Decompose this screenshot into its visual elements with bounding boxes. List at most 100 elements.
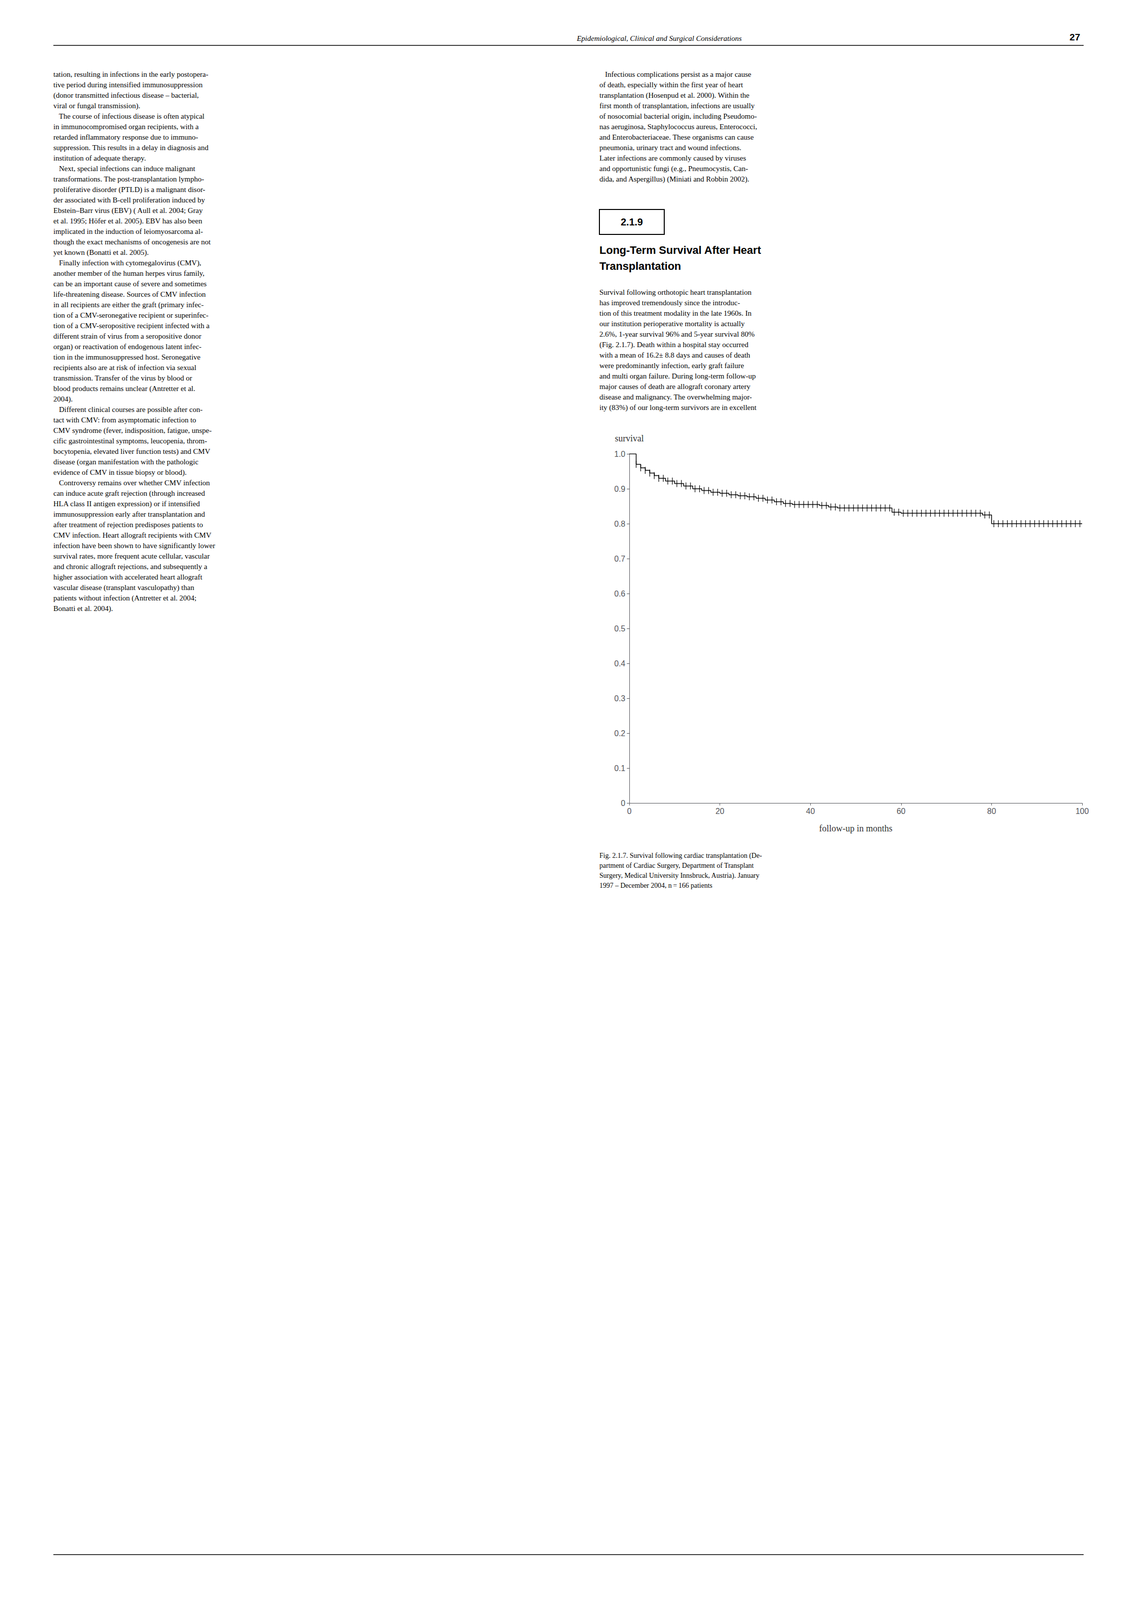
svg-text:with a mean of 16.2± 8.8 days: with a mean of 16.2± 8.8 days and causes… <box>599 351 751 360</box>
svg-text:0.7: 0.7 <box>614 554 626 564</box>
svg-text:2004).: 2004). <box>53 394 73 404</box>
svg-text:dida, and Aspergillus) (Miniat: dida, and Aspergillus) (Miniati and Robb… <box>599 175 750 184</box>
svg-text:has improved tremendously sinc: has improved tremendously since the intr… <box>599 298 741 307</box>
svg-text:0: 0 <box>627 806 632 816</box>
svg-text:40: 40 <box>805 806 815 816</box>
svg-text:100: 100 <box>1075 806 1090 816</box>
svg-text:1.0: 1.0 <box>614 449 626 459</box>
svg-text:different strain of virus from: different strain of virus from a seropos… <box>53 332 202 341</box>
svg-text:follow-up in months: follow-up in months <box>819 823 893 834</box>
svg-text:Transplantation: Transplantation <box>599 259 682 273</box>
svg-text:our institution perioperative: our institution perioperative mortality … <box>599 319 746 328</box>
svg-text:disease (organ manifestation w: disease (organ manifestation with the pa… <box>53 457 199 467</box>
svg-text:0.6: 0.6 <box>614 589 626 598</box>
svg-text:blood products remains unclear: blood products remains unclear (Antrette… <box>53 384 195 393</box>
svg-text:Fig. 2.1.7. Survival following: Fig. 2.1.7. Survival following cardiac t… <box>599 851 762 860</box>
svg-text:pneumonia, urinary tract and w: pneumonia, urinary tract and wound infec… <box>599 143 742 152</box>
svg-text:0.1: 0.1 <box>614 763 626 773</box>
svg-text:tation, resulting in infection: tation, resulting in infections in the e… <box>53 70 209 79</box>
svg-text:and multi organ failure. Durin: and multi organ failure. During long-ter… <box>599 372 756 380</box>
svg-text:and Enterobacteriaceae. These: and Enterobacteriaceae. These organisms … <box>599 133 755 142</box>
svg-text:The course of infectious disea: The course of infectious disease is ofte… <box>53 112 205 121</box>
svg-text:1997 – December 2004, n = 166: 1997 – December 2004, n = 166 patients <box>599 881 713 890</box>
svg-text:were predominantly infection,: were predominantly infection, early graf… <box>599 361 745 370</box>
svg-text:cific gastrointestinal symptom: cific gastrointestinal symptoms, leucope… <box>53 436 207 445</box>
svg-text:in all recipients are either t: in all recipients are either the graft (… <box>53 300 204 310</box>
svg-text:Bonatti et al. 2004).: Bonatti et al. 2004). <box>53 604 114 613</box>
svg-text:disease and malignancy. The ov: disease and malignancy. The overwhelming… <box>599 392 753 401</box>
svg-text:tact with CMV: from asymptomat: tact with CMV: from asymptomatic infecti… <box>53 415 196 424</box>
svg-text:(Fig. 2.1.7). Death within a h: (Fig. 2.1.7). Death within a hospital st… <box>599 340 749 350</box>
svg-text:tion of this treatment modalit: tion of this treatment modality in the l… <box>599 309 752 318</box>
svg-text:transplantation (Hosenpud et a: transplantation (Hosenpud et al. 2000). … <box>599 91 750 100</box>
svg-text:Infectious complications persi: Infectious complications persist as a ma… <box>599 70 752 79</box>
svg-text:of death, especially within th: of death, especially within the first ye… <box>599 80 744 89</box>
svg-text:transformations. The post-tran: transformations. The post-transplantatio… <box>53 175 204 184</box>
svg-text:institution of adequate therap: institution of adequate therapy. <box>53 154 147 163</box>
svg-text:yet known (Bonatti et al. 2005: yet known (Bonatti et al. 2005). <box>53 248 149 257</box>
svg-text:Next, special infections can i: Next, special infections can induce mali… <box>53 164 196 173</box>
svg-text:organ) or reactivation of endo: organ) or reactivation of endogenous lat… <box>53 342 202 352</box>
svg-text:infection have been shown to h: infection have been shown to have signif… <box>53 541 216 550</box>
svg-text:2.6%, 1-year survival 96% and: 2.6%, 1-year survival 96% and 5-year sur… <box>599 330 755 339</box>
svg-text:Controversy remains over wheth: Controversy remains over whether CMV inf… <box>53 478 210 487</box>
svg-text:tion of a CMV-seropositive rec: tion of a CMV-seropositive recipient inf… <box>53 321 210 330</box>
svg-text:and chronic allograft rejectio: and chronic allograft rejections, and su… <box>53 562 208 571</box>
svg-text:after treatment of rejection p: after treatment of rejection predisposes… <box>53 520 203 529</box>
svg-text:0.2: 0.2 <box>614 729 626 738</box>
svg-text:patients without infection (An: patients without infection (Antretter et… <box>53 593 197 603</box>
svg-text:major causes of death are allo: major causes of death are allograft coro… <box>599 382 751 391</box>
svg-text:0.9: 0.9 <box>614 484 626 494</box>
svg-text:27: 27 <box>1069 31 1081 43</box>
svg-text:bocytopenia, elevated liver fu: bocytopenia, elevated liver function tes… <box>53 447 211 456</box>
svg-text:0.8: 0.8 <box>614 519 626 529</box>
svg-text:and opportunistic fungi (e.g.,: and opportunistic fungi (e.g., Pneumocys… <box>599 164 749 174</box>
svg-text:survival rates, more frequent: survival rates, more frequent acute cell… <box>53 552 210 561</box>
svg-text:implicated in the induction of: implicated in the induction of leiomyosa… <box>53 227 203 236</box>
svg-text:20: 20 <box>715 806 725 816</box>
svg-text:0.4: 0.4 <box>614 659 626 668</box>
svg-text:tive period during intensified: tive period during intensified immunosup… <box>53 80 203 89</box>
svg-text:Epidemiological, Clinical and: Epidemiological, Clinical and Surgical C… <box>576 34 743 43</box>
svg-text:evidence of CMV in tissue biop: evidence of CMV in tissue biopsy or bloo… <box>53 468 187 477</box>
svg-text:tion in the immunosuppressed h: tion in the immunosuppressed host. Seron… <box>53 353 201 362</box>
svg-text:der associated with B-cell pro: der associated with B-cell proliferation… <box>53 195 206 204</box>
svg-text:(donor transmitted infectious: (donor transmitted infectious disease – … <box>53 91 199 100</box>
svg-text:2.1.9: 2.1.9 <box>620 216 643 228</box>
svg-text:CMV infection. Heart allograft: CMV infection. Heart allograft recipient… <box>53 531 212 540</box>
svg-text:0: 0 <box>620 798 626 808</box>
svg-text:Survival following orthotopic: Survival following orthotopic heart tran… <box>599 288 752 297</box>
svg-text:60: 60 <box>896 806 906 816</box>
svg-text:0.5: 0.5 <box>614 624 626 633</box>
svg-text:Surgery, Medical University In: Surgery, Medical University Innsbruck, A… <box>599 871 760 880</box>
svg-text:proliferative disorder (PTLD): proliferative disorder (PTLD) is a malig… <box>53 185 206 194</box>
svg-text:suppression. This results in a: suppression. This results in a delay in … <box>53 143 209 152</box>
svg-text:0.3: 0.3 <box>614 694 626 703</box>
svg-text:can be an important cause of s: can be an important cause of severe and … <box>53 279 207 288</box>
svg-text:Different clinical courses are: Different clinical courses are possible … <box>53 405 203 414</box>
svg-text:though the exact mechanisms of: though the exact mechanisms of oncogenes… <box>53 237 211 246</box>
svg-text:Ebstein–Barr virus (EBV) ( Aul: Ebstein–Barr virus (EBV) ( Aull et al. 2… <box>53 206 203 215</box>
svg-text:retarded inflammatory response: retarded inflammatory response due to im… <box>53 133 198 142</box>
svg-text:in immunocompromised organ rec: in immunocompromised organ recipients, w… <box>53 122 199 131</box>
svg-text:survival: survival <box>614 433 644 444</box>
svg-text:et al. 1995; Höfer et al. 2005: et al. 1995; Höfer et al. 2005). EBV has… <box>53 216 203 226</box>
svg-text:first month of transplantation: first month of transplantation, infectio… <box>599 101 756 110</box>
svg-text:Finally infection with cytomeg: Finally infection with cytomegalovirus (… <box>53 258 202 268</box>
svg-text:transmission. Transfer of the: transmission. Transfer of the virus by b… <box>53 374 192 382</box>
svg-text:partment of Cardiac Surgery, D: partment of Cardiac Surgery, Department … <box>599 861 755 870</box>
svg-text:Later infections are commonly: Later infections are commonly caused by … <box>599 154 747 163</box>
svg-text:ity (83%) of our long-term sur: ity (83%) of our long-term survivors are… <box>599 403 758 412</box>
svg-text:another member of the human he: another member of the human herpes virus… <box>53 269 205 278</box>
svg-text:nas aeruginosa, Staphylococcus: nas aeruginosa, Staphylococcus aureus, E… <box>599 122 758 131</box>
svg-text:of nosocomial bacterial origin: of nosocomial bacterial origin, includin… <box>599 112 758 121</box>
svg-text:immunosuppression early after: immunosuppression early after transplant… <box>53 510 206 519</box>
svg-text:80: 80 <box>987 806 997 816</box>
svg-text:HLA class II antigen expressio: HLA class II antigen expression) or if i… <box>53 499 200 509</box>
svg-text:higher association with accele: higher association with accelerated hear… <box>53 572 203 581</box>
svg-text:can induce acute graft rejecti: can induce acute graft rejection (throug… <box>53 489 206 498</box>
svg-text:recipients also are at risk of: recipients also are at risk of infection… <box>53 363 197 372</box>
svg-text:Long-Term Survival After Heart: Long-Term Survival After Heart <box>599 243 762 257</box>
svg-text:tion of a CMV-seronegative rec: tion of a CMV-seronegative recipient or … <box>53 311 209 320</box>
svg-text:life-threatening disease. Sour: life-threatening disease. Sources of CMV… <box>53 290 206 299</box>
